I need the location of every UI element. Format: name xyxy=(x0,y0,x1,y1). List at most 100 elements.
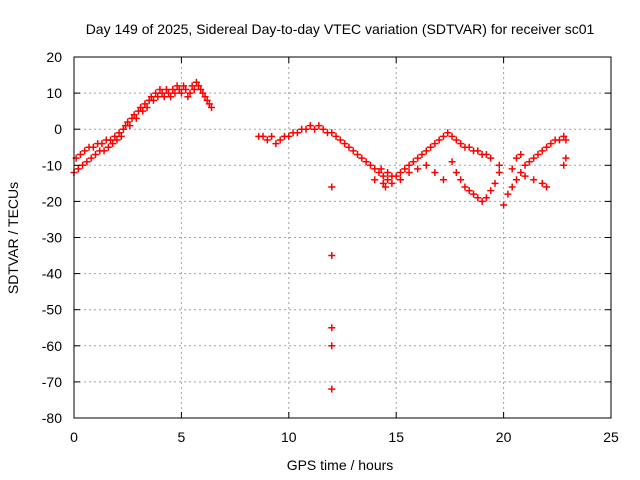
data-point xyxy=(311,125,319,133)
data-point xyxy=(126,122,134,130)
series-2 xyxy=(379,132,570,209)
data-point xyxy=(158,89,166,97)
data-point xyxy=(538,147,546,155)
data-point xyxy=(137,104,145,112)
data-point xyxy=(538,179,546,187)
data-point xyxy=(474,147,482,155)
data-point xyxy=(177,89,185,97)
data-point xyxy=(435,136,443,144)
data-point xyxy=(182,85,190,93)
data-point xyxy=(500,201,508,209)
x-tick-labels: 0 5 10 15 20 25 xyxy=(70,429,619,445)
data-point xyxy=(521,161,529,169)
data-point xyxy=(199,89,207,97)
y-tick-label: 10 xyxy=(46,85,62,101)
data-point xyxy=(167,93,175,101)
data-point xyxy=(388,179,396,187)
y-axis-label: SDTVAR / TECUs xyxy=(5,182,21,294)
data-point xyxy=(487,187,495,195)
data-point xyxy=(156,85,164,93)
data-point xyxy=(521,172,529,180)
data-point xyxy=(175,85,183,93)
data-point xyxy=(285,132,293,140)
y-tick-label: -60 xyxy=(42,338,62,354)
data-point xyxy=(263,136,271,144)
data-point xyxy=(74,165,82,173)
data-point xyxy=(405,161,413,169)
data-point xyxy=(396,169,404,177)
data-point xyxy=(547,140,555,148)
x-axis-label: GPS time / hours xyxy=(287,457,394,473)
data-point xyxy=(495,161,503,169)
y-tick-labels: 20 10 0 -10 -20 -30 -40 -50 -60 -70 -80 xyxy=(42,49,62,426)
data-point xyxy=(482,194,490,202)
data-point xyxy=(293,129,301,137)
y-tick-label: -50 xyxy=(42,302,62,318)
series-3 xyxy=(328,183,336,393)
data-point xyxy=(152,89,160,97)
data-point xyxy=(328,324,336,332)
data-point xyxy=(384,169,392,177)
data-point xyxy=(448,132,456,140)
data-point xyxy=(160,93,168,101)
data-point xyxy=(186,89,194,97)
data-point xyxy=(109,140,117,148)
data-point xyxy=(517,169,525,177)
data-point xyxy=(525,158,533,166)
data-point xyxy=(115,129,123,137)
data-point xyxy=(76,150,84,158)
data-point xyxy=(272,140,280,148)
data-point xyxy=(162,85,170,93)
data-point xyxy=(104,143,112,151)
data-point xyxy=(100,147,108,155)
y-tick-label: 20 xyxy=(46,49,62,65)
data-point xyxy=(87,154,95,162)
data-point xyxy=(203,96,211,104)
data-point xyxy=(149,96,157,104)
data-point xyxy=(306,122,314,130)
data-point xyxy=(478,197,486,205)
series-0 xyxy=(70,78,215,177)
data-point xyxy=(495,169,503,177)
data-point xyxy=(195,82,203,90)
data-point xyxy=(371,165,379,173)
data-point xyxy=(444,129,452,137)
series-1 xyxy=(255,122,495,191)
data-point xyxy=(377,165,385,173)
data-point xyxy=(427,143,435,151)
grid-lines xyxy=(74,57,611,418)
data-point xyxy=(414,154,422,162)
data-point xyxy=(362,158,370,166)
data-point xyxy=(192,78,200,86)
data-point xyxy=(143,104,151,112)
data-point xyxy=(201,93,209,101)
data-point xyxy=(190,85,198,93)
x-tick-label: 15 xyxy=(388,429,404,445)
data-point xyxy=(358,154,366,162)
x-tick-label: 25 xyxy=(603,429,619,445)
data-point xyxy=(439,132,447,140)
data-point xyxy=(384,176,392,184)
data-point xyxy=(328,129,336,137)
data-point xyxy=(81,147,89,155)
data-point xyxy=(354,150,362,158)
data-point xyxy=(173,82,181,90)
data-point xyxy=(119,125,127,133)
y-tick-label: -30 xyxy=(42,230,62,246)
data-point xyxy=(512,176,520,184)
data-point xyxy=(508,183,516,191)
y-tick-label: -70 xyxy=(42,374,62,390)
data-point xyxy=(530,154,538,162)
data-point xyxy=(560,161,568,169)
data-point xyxy=(379,179,387,187)
x-tick-label: 0 xyxy=(70,429,78,445)
data-point xyxy=(124,118,132,126)
data-point xyxy=(171,89,179,97)
data-point xyxy=(543,143,551,151)
data-point xyxy=(180,82,188,90)
y-tick-label: -40 xyxy=(42,266,62,282)
data-point xyxy=(328,183,336,191)
data-point xyxy=(431,169,439,177)
y-tick-label: -10 xyxy=(42,157,62,173)
data-point xyxy=(409,158,417,166)
